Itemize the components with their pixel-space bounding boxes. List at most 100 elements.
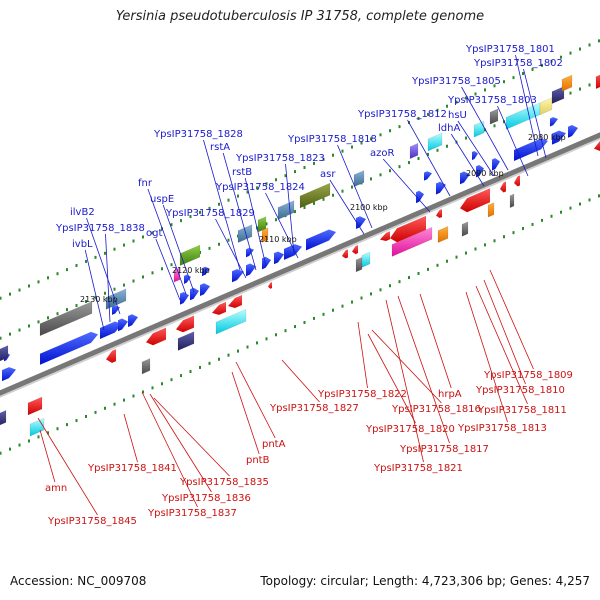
gc-marker xyxy=(0,336,2,340)
leader-line xyxy=(475,285,528,405)
gc-marker xyxy=(398,280,401,284)
gc-marker xyxy=(294,170,296,174)
gc-marker xyxy=(75,304,78,308)
topology-text: Topology: circular; Length: 4,723,306 bp… xyxy=(260,574,590,588)
gc-marker xyxy=(189,370,192,374)
gene-box xyxy=(177,331,195,351)
reverse-gene-label: hrpA xyxy=(438,389,462,400)
gc-marker xyxy=(132,279,135,283)
gc-marker xyxy=(560,210,562,214)
gc-marker xyxy=(322,157,325,161)
gc-marker xyxy=(284,329,287,333)
gc-marker xyxy=(379,288,382,292)
reverse-gene-label: YpsIP31758_1836 xyxy=(161,493,251,504)
gc-marker xyxy=(332,193,334,197)
gc-marker xyxy=(151,386,154,390)
gene-box xyxy=(539,97,553,116)
leader-line xyxy=(450,133,485,187)
gc-marker xyxy=(522,227,524,231)
tick-label: 2080 kbp xyxy=(528,133,566,142)
gc-marker xyxy=(189,215,192,219)
gc-marker xyxy=(256,186,258,190)
forward-gene-label: ilvB2 xyxy=(70,207,95,218)
gc-marker xyxy=(360,296,363,300)
gc-marker xyxy=(275,333,277,337)
gc-marker xyxy=(370,292,372,296)
gene-box xyxy=(473,120,485,138)
forward-arrow xyxy=(568,125,578,138)
gc-marker xyxy=(351,145,353,149)
forward-gene-label: YpsIP31758_1802 xyxy=(473,58,563,69)
gc-marker xyxy=(170,263,173,267)
gc-marker xyxy=(142,235,144,239)
gc-marker xyxy=(360,141,363,145)
gc-marker xyxy=(37,435,40,439)
gc-marker xyxy=(303,320,306,324)
gc-marker xyxy=(132,239,135,243)
leader-line xyxy=(371,329,442,404)
reverse-arrow xyxy=(500,181,506,193)
forward-gene-label: ivbL xyxy=(72,239,93,250)
reverse-gene-label: YpsIP31758_1817 xyxy=(399,444,489,455)
gc-marker xyxy=(427,112,429,116)
gc-marker xyxy=(493,84,496,88)
leader-line xyxy=(397,295,450,444)
gc-marker xyxy=(588,83,591,87)
gc-marker xyxy=(560,55,562,59)
forward-arrow xyxy=(356,216,366,229)
gc-marker xyxy=(322,312,325,316)
forward-arrow xyxy=(476,164,484,178)
gc-marker xyxy=(142,390,144,394)
gc-marker xyxy=(294,210,296,214)
gc-marker xyxy=(579,202,581,206)
gc-marker xyxy=(227,353,230,357)
reverse-arrow xyxy=(594,141,600,151)
tick-label: 2120 kbp xyxy=(172,266,210,275)
gc-marker xyxy=(370,137,372,141)
gene-box xyxy=(561,74,573,92)
leader-line xyxy=(329,179,365,235)
reverse-arrow xyxy=(460,188,490,213)
gc-marker xyxy=(180,374,182,378)
forward-arrow xyxy=(190,287,199,301)
leader-line xyxy=(461,86,509,171)
gene-box xyxy=(179,244,201,266)
gc-marker xyxy=(265,337,268,341)
map-title: Yersinia pseudotuberculosis IP 31758, co… xyxy=(115,9,485,24)
reverse-gene-label: YpsIP31758_1820 xyxy=(365,424,455,435)
gc-marker xyxy=(66,268,68,272)
gc-marker xyxy=(85,299,87,303)
forward-arrow xyxy=(274,251,284,265)
gc-marker xyxy=(284,174,287,178)
forward-gene-label: YpsIP31758_1829 xyxy=(165,208,255,219)
gc-marker xyxy=(104,291,106,295)
forward-gene-label: YpsIP31758_1801 xyxy=(465,44,555,55)
gc-marker xyxy=(303,165,306,169)
gc-marker xyxy=(47,316,49,320)
gc-marker xyxy=(531,222,534,226)
gc-marker xyxy=(522,72,524,76)
gc-marker xyxy=(436,148,439,152)
gc-marker xyxy=(427,152,429,156)
forward-arrow xyxy=(232,269,244,283)
gene-box xyxy=(173,267,181,283)
gc-marker xyxy=(265,222,268,226)
tick-label: 2090 kbp xyxy=(466,169,504,178)
gc-marker xyxy=(465,136,467,140)
leader-line xyxy=(407,119,451,197)
gc-marker xyxy=(208,361,211,365)
forward-gene-label: YpsIP31758_1803 xyxy=(447,95,537,106)
gc-marker xyxy=(465,96,467,100)
reverse-gene-label: YpsIP31758_1811 xyxy=(477,405,567,416)
gc-marker xyxy=(28,284,30,288)
leader-line xyxy=(215,218,247,279)
gene-box xyxy=(29,417,45,437)
forward-gene-label: rstB xyxy=(232,167,252,178)
gc-marker xyxy=(123,283,125,287)
reverse-arrow xyxy=(514,175,520,187)
forward-gene-label: YpsIP31758_1812 xyxy=(357,109,447,120)
leader-line xyxy=(235,361,276,439)
forward-arrow xyxy=(246,247,254,258)
gc-marker xyxy=(151,231,154,235)
